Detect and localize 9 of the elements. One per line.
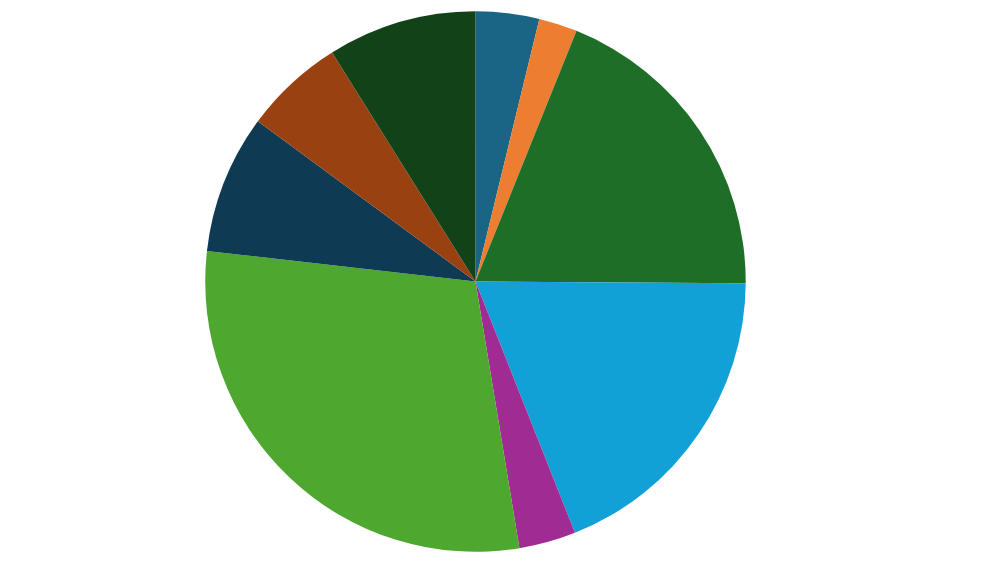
pie-slice xyxy=(205,251,520,552)
pie-slice xyxy=(206,121,476,282)
pie-slice xyxy=(475,11,540,282)
pie-slice xyxy=(475,30,746,284)
pie-slice xyxy=(257,52,476,282)
pie-slice xyxy=(332,11,476,282)
pie-slice xyxy=(475,281,746,533)
pie-slice xyxy=(475,18,577,282)
pie-slice xyxy=(475,281,575,549)
